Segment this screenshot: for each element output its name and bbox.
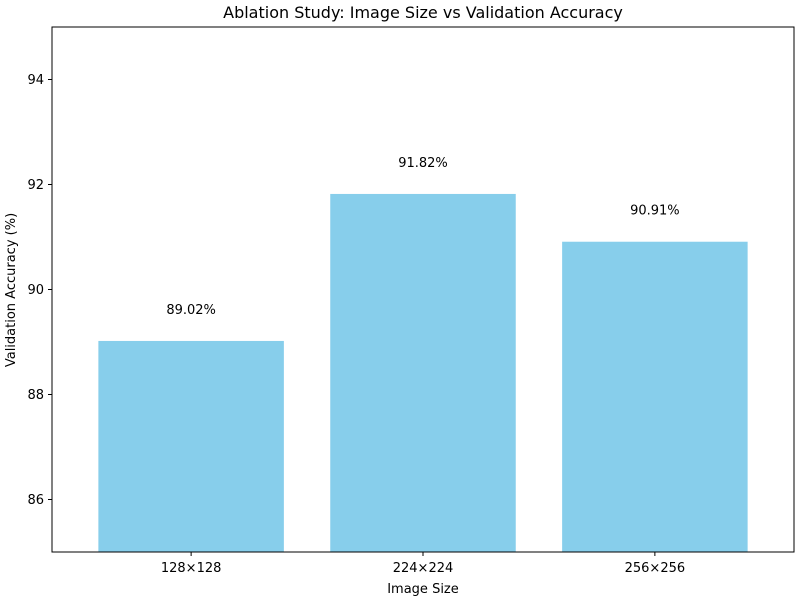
bar-3 — [562, 241, 748, 552]
y-tick-label-5: 94 — [27, 73, 44, 88]
y-axis-ticks: 86 88 90 92 94 — [27, 73, 52, 508]
chart-title: Ablation Study: Image Size vs Validation… — [223, 3, 623, 22]
y-tick-label-4: 92 — [27, 178, 44, 193]
plot-frame — [51, 26, 795, 553]
bar-2 — [330, 193, 516, 552]
data-label-2: 91.82% — [398, 156, 448, 171]
y-tick-label-2: 88 — [27, 388, 44, 403]
data-label-1: 89.02% — [166, 303, 216, 318]
y-axis-label: Validation Accuracy (%) — [4, 213, 19, 367]
x-tick-label-1: 128×128 — [161, 561, 222, 576]
x-tick-label-3: 256×256 — [625, 561, 686, 576]
x-tick-label-2: 224×224 — [393, 561, 454, 576]
x-axis-label: Image Size — [387, 582, 459, 597]
y-tick-label-3: 90 — [27, 283, 44, 298]
data-label-3: 90.91% — [630, 204, 680, 219]
data-labels-group: 89.02% 91.82% 90.91% — [166, 156, 679, 318]
x-axis-ticks: 128×128 224×224 256×256 — [161, 552, 685, 576]
bars-group — [98, 193, 748, 552]
y-tick-label-1: 86 — [27, 493, 44, 508]
bar-1 — [98, 340, 284, 552]
